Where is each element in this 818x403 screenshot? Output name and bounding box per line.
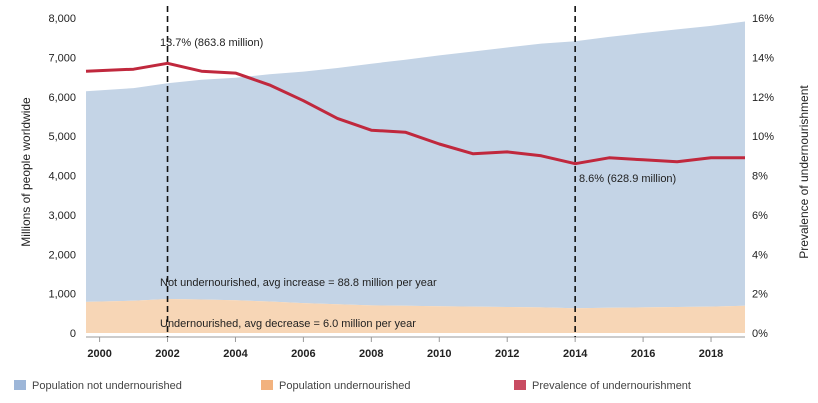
- area-not-undernourished: [86, 21, 745, 309]
- x-tick-label: 2008: [359, 348, 383, 360]
- y2-tick-label: 8%: [752, 171, 768, 183]
- legend-swatch: [261, 380, 273, 390]
- y2-tick-label: 2%: [752, 289, 768, 301]
- y2-tick-label: 14%: [752, 52, 774, 64]
- legend-swatch: [14, 380, 26, 390]
- annotation-peak: 13.7% (863.8 million): [160, 37, 263, 49]
- legend-swatch: [514, 380, 526, 390]
- y-tick-label: 6,000: [48, 92, 76, 104]
- annotations-layer: 13.7% (863.8 million) 8.6% (628.9 millio…: [160, 37, 676, 330]
- axis-titles: Millions of people worldwide Prevalence …: [19, 85, 811, 259]
- y-tick-label: 1,000: [48, 289, 76, 301]
- y2-axis-title: Prevalence of undernourishment: [797, 85, 811, 259]
- y2-tick-label: 0%: [752, 328, 768, 340]
- y-tick-label: 8,000: [48, 13, 76, 25]
- legend-label: Prevalence of undernourishment: [532, 380, 691, 392]
- y-tick-label: 0: [70, 328, 76, 340]
- y2-tick-label: 10%: [752, 131, 774, 143]
- x-tick-label: 2004: [223, 348, 248, 360]
- y-tick-label: 4,000: [48, 171, 76, 183]
- annotation-not-undernourished: Not undernourished, avg increase = 88.8 …: [160, 277, 437, 289]
- y-tick-label: 3,000: [48, 210, 76, 222]
- prevalence-line-layer: [85, 61, 745, 166]
- x-tick-label: 2016: [631, 348, 655, 360]
- y-tick-label: 2,000: [48, 249, 76, 261]
- x-tick-label: 2014: [563, 348, 588, 360]
- x-tick-label: 2006: [291, 348, 315, 360]
- y2-tick-label: 16%: [752, 13, 774, 25]
- x-tick-label: 2010: [427, 348, 451, 360]
- legend-label: Population undernourished: [279, 380, 411, 392]
- y2-tick-label: 4%: [752, 249, 768, 261]
- y-tick-label: 5,000: [48, 131, 76, 143]
- legend: Population not undernourished Population …: [14, 380, 691, 392]
- axes-layer: 0 1,000 2,000 3,000 4,000 5,000 6,000 7,000 8,00…: [48, 6, 774, 360]
- areas-layer: [86, 21, 745, 333]
- y-tick-label: 7,000: [48, 52, 76, 64]
- y2-tick-label: 6%: [752, 210, 768, 222]
- x-tick-label: 2002: [155, 348, 179, 360]
- y2-tick-label: 12%: [752, 92, 774, 104]
- area-undernourished: [86, 299, 745, 333]
- prevalence-line: [85, 61, 745, 166]
- legend-label: Population not undernourished: [32, 380, 182, 392]
- annotation-undernourished: Undernourished, avg decrease = 6.0 milli…: [160, 318, 416, 330]
- y-axis-title: Millions of people worldwide: [19, 97, 33, 247]
- annotation-low: 8.6% (628.9 million): [579, 173, 676, 185]
- x-tick-label: 2018: [699, 348, 723, 360]
- x-tick-label: 2012: [495, 348, 519, 360]
- x-tick-label: 2000: [87, 348, 111, 360]
